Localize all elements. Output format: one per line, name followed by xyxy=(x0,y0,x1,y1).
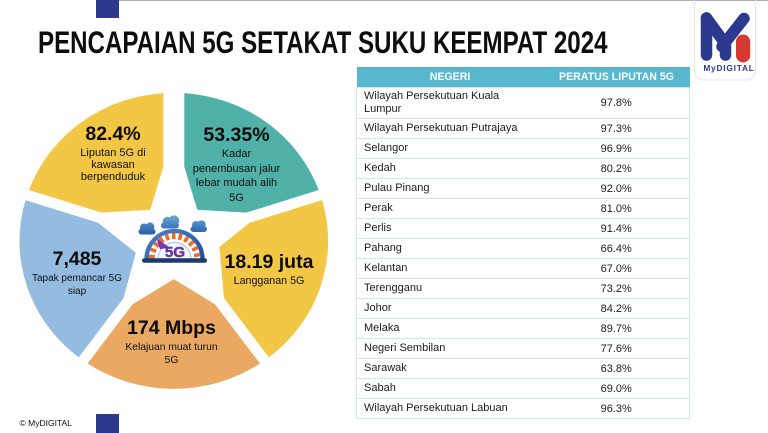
svg-text:5G: 5G xyxy=(165,244,185,261)
svg-text:MyDIGITAL: MyDIGITAL xyxy=(703,63,754,73)
